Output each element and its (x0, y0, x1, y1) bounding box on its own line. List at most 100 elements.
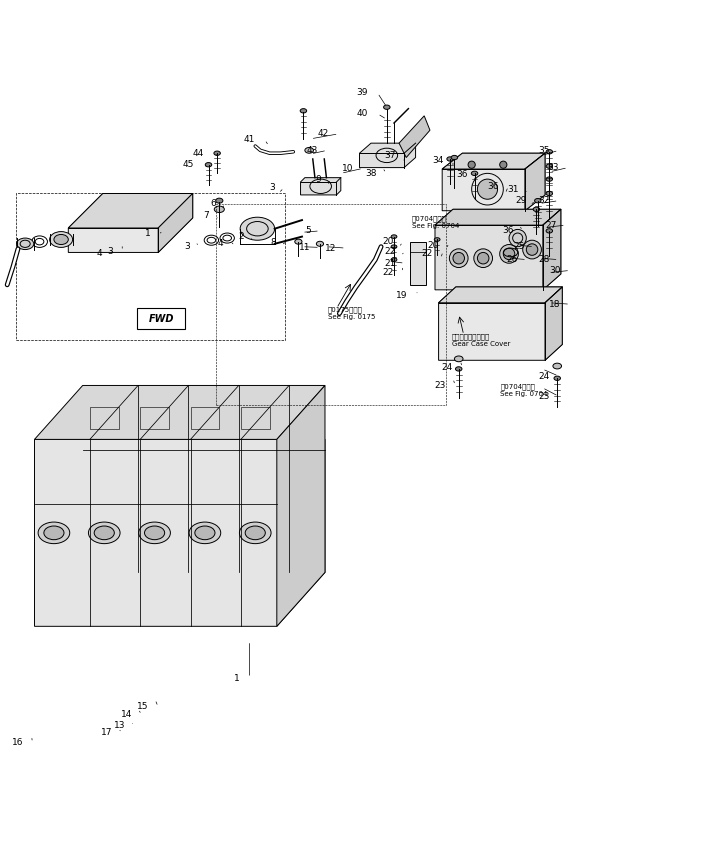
Ellipse shape (546, 191, 552, 196)
Text: 5: 5 (305, 226, 311, 235)
Text: 27: 27 (545, 221, 557, 230)
Ellipse shape (38, 522, 70, 544)
Ellipse shape (94, 526, 114, 540)
Circle shape (453, 252, 464, 264)
Text: 22: 22 (384, 246, 395, 256)
Ellipse shape (316, 241, 324, 246)
Text: 1: 1 (234, 673, 240, 683)
Polygon shape (301, 178, 341, 195)
Text: 34: 34 (432, 156, 444, 165)
FancyBboxPatch shape (137, 308, 185, 329)
Circle shape (523, 241, 541, 259)
Polygon shape (439, 287, 562, 360)
Circle shape (477, 252, 489, 264)
Text: 10: 10 (342, 164, 354, 173)
Circle shape (500, 162, 507, 168)
Ellipse shape (534, 199, 541, 203)
Text: 3: 3 (184, 242, 190, 252)
Ellipse shape (206, 162, 211, 167)
Text: 第0175図参照
See Fig. 0175: 第0175図参照 See Fig. 0175 (328, 307, 375, 320)
Ellipse shape (391, 258, 397, 262)
Ellipse shape (216, 198, 223, 203)
Text: 15: 15 (137, 702, 149, 711)
Text: 36: 36 (487, 182, 499, 190)
Text: 17: 17 (101, 728, 113, 737)
Text: 1: 1 (145, 229, 151, 237)
Text: 19: 19 (396, 291, 408, 300)
Ellipse shape (546, 177, 552, 181)
Text: 28: 28 (538, 255, 549, 264)
Bar (16, 193, 285, 340)
Text: 11: 11 (299, 243, 311, 252)
Text: 14: 14 (121, 711, 132, 719)
Ellipse shape (195, 526, 215, 540)
Bar (241, 407, 270, 428)
Ellipse shape (454, 356, 463, 362)
Ellipse shape (546, 164, 552, 168)
Polygon shape (35, 385, 325, 439)
Polygon shape (399, 116, 430, 157)
Text: 22: 22 (382, 268, 393, 277)
Ellipse shape (391, 245, 397, 248)
Circle shape (477, 179, 498, 199)
Bar (90, 407, 119, 428)
Text: 41: 41 (244, 135, 255, 144)
Text: 43: 43 (306, 146, 318, 155)
Ellipse shape (214, 151, 220, 156)
Ellipse shape (88, 522, 120, 544)
Text: 22: 22 (421, 249, 433, 258)
Text: 7: 7 (203, 211, 209, 219)
Text: 8: 8 (270, 238, 276, 246)
Ellipse shape (533, 207, 539, 212)
Ellipse shape (546, 150, 552, 154)
Text: ギヤーケースカバー
Gear Case Cover: ギヤーケースカバー Gear Case Cover (452, 333, 510, 347)
Ellipse shape (189, 522, 221, 544)
Circle shape (526, 244, 538, 255)
Ellipse shape (305, 147, 313, 153)
Circle shape (449, 249, 468, 268)
Text: 36: 36 (502, 226, 513, 235)
Text: 37: 37 (384, 151, 395, 160)
Text: 6: 6 (210, 199, 216, 208)
Text: 16: 16 (12, 739, 23, 747)
Ellipse shape (239, 522, 271, 544)
Text: 9: 9 (316, 174, 321, 184)
Polygon shape (360, 143, 416, 167)
Ellipse shape (139, 522, 170, 544)
Polygon shape (545, 287, 562, 360)
Bar (191, 407, 219, 428)
Text: 3: 3 (107, 246, 113, 256)
Text: 13: 13 (114, 721, 125, 730)
Text: FWD: FWD (148, 314, 174, 324)
Text: 42: 42 (318, 129, 329, 139)
Text: 第0704図参照
See Fig. 0704: 第0704図参照 See Fig. 0704 (412, 215, 459, 229)
Text: 12: 12 (325, 244, 336, 252)
Bar (140, 407, 169, 428)
Text: 3: 3 (269, 184, 275, 192)
Polygon shape (68, 194, 193, 228)
Text: 38: 38 (365, 169, 377, 178)
Polygon shape (442, 153, 545, 169)
Polygon shape (435, 209, 561, 290)
Ellipse shape (50, 231, 73, 247)
Text: 2: 2 (239, 232, 244, 241)
Text: 44: 44 (193, 149, 204, 158)
Text: 23: 23 (434, 381, 446, 390)
Ellipse shape (472, 171, 477, 175)
Polygon shape (68, 194, 193, 252)
Ellipse shape (44, 526, 64, 540)
Text: 18: 18 (549, 300, 561, 309)
Text: 30: 30 (549, 266, 561, 275)
Ellipse shape (391, 235, 397, 238)
Bar (410, 241, 426, 285)
Polygon shape (439, 287, 562, 303)
Text: 45: 45 (183, 160, 194, 169)
Text: 36: 36 (456, 170, 467, 179)
Ellipse shape (452, 156, 457, 160)
Text: 33: 33 (547, 163, 559, 172)
Text: 21: 21 (384, 258, 395, 268)
Polygon shape (435, 209, 561, 225)
Circle shape (500, 245, 518, 264)
Polygon shape (543, 209, 561, 290)
Ellipse shape (446, 156, 454, 162)
